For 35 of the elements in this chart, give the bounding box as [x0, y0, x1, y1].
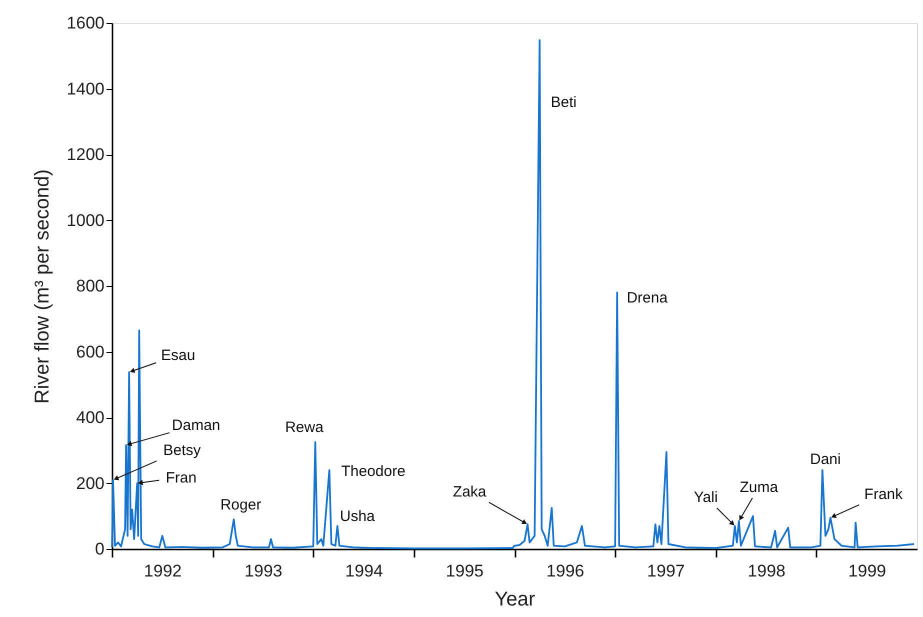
annotation: Rewa	[285, 419, 324, 436]
annotation: Beti	[550, 94, 577, 111]
line-series	[111, 39, 915, 550]
annotation: Frank	[864, 486, 904, 503]
y-tick-label: 200	[76, 474, 104, 493]
x-tick-label: 1997	[647, 562, 685, 580]
y-tick-label: 400	[76, 408, 104, 427]
x-tick-label: 1993	[244, 562, 282, 580]
y-tick-label: 1000	[66, 210, 104, 230]
annotation: Yali	[694, 488, 718, 506]
y-tick-label: 1400	[66, 79, 104, 98]
annotation: Esau	[161, 347, 196, 364]
annotation: Drena	[626, 290, 668, 307]
annotation: Dani	[810, 451, 841, 468]
x-tick-label: 1998	[748, 562, 786, 580]
y-tick-label: 800	[76, 276, 104, 296]
x-tick-label: 1992	[144, 562, 182, 580]
annotation: Zaka	[452, 483, 487, 500]
annotation: Usha	[340, 508, 376, 525]
x-tick-label: 1994	[345, 562, 383, 580]
annotation: Fran	[166, 469, 197, 486]
x-tick-label: 1996	[546, 562, 584, 580]
y-tick-label: 0	[95, 540, 104, 558]
annotation: Betsy	[163, 442, 202, 459]
x-tick-label: 1999	[848, 562, 886, 580]
annotation: Zuma	[740, 479, 779, 496]
x-axis-title: Year	[494, 588, 536, 610]
x-tick-label: 1995	[446, 562, 484, 580]
y-axis-title: River flow (m³ per second)	[32, 169, 54, 404]
annotation: Daman	[172, 417, 220, 434]
y-tick-label: 1200	[66, 145, 104, 164]
y-tick-label: 1600	[66, 14, 104, 32]
annotation: Roger	[220, 496, 262, 514]
y-tick-label: 600	[76, 342, 104, 362]
annotation: Theodore	[341, 463, 406, 480]
